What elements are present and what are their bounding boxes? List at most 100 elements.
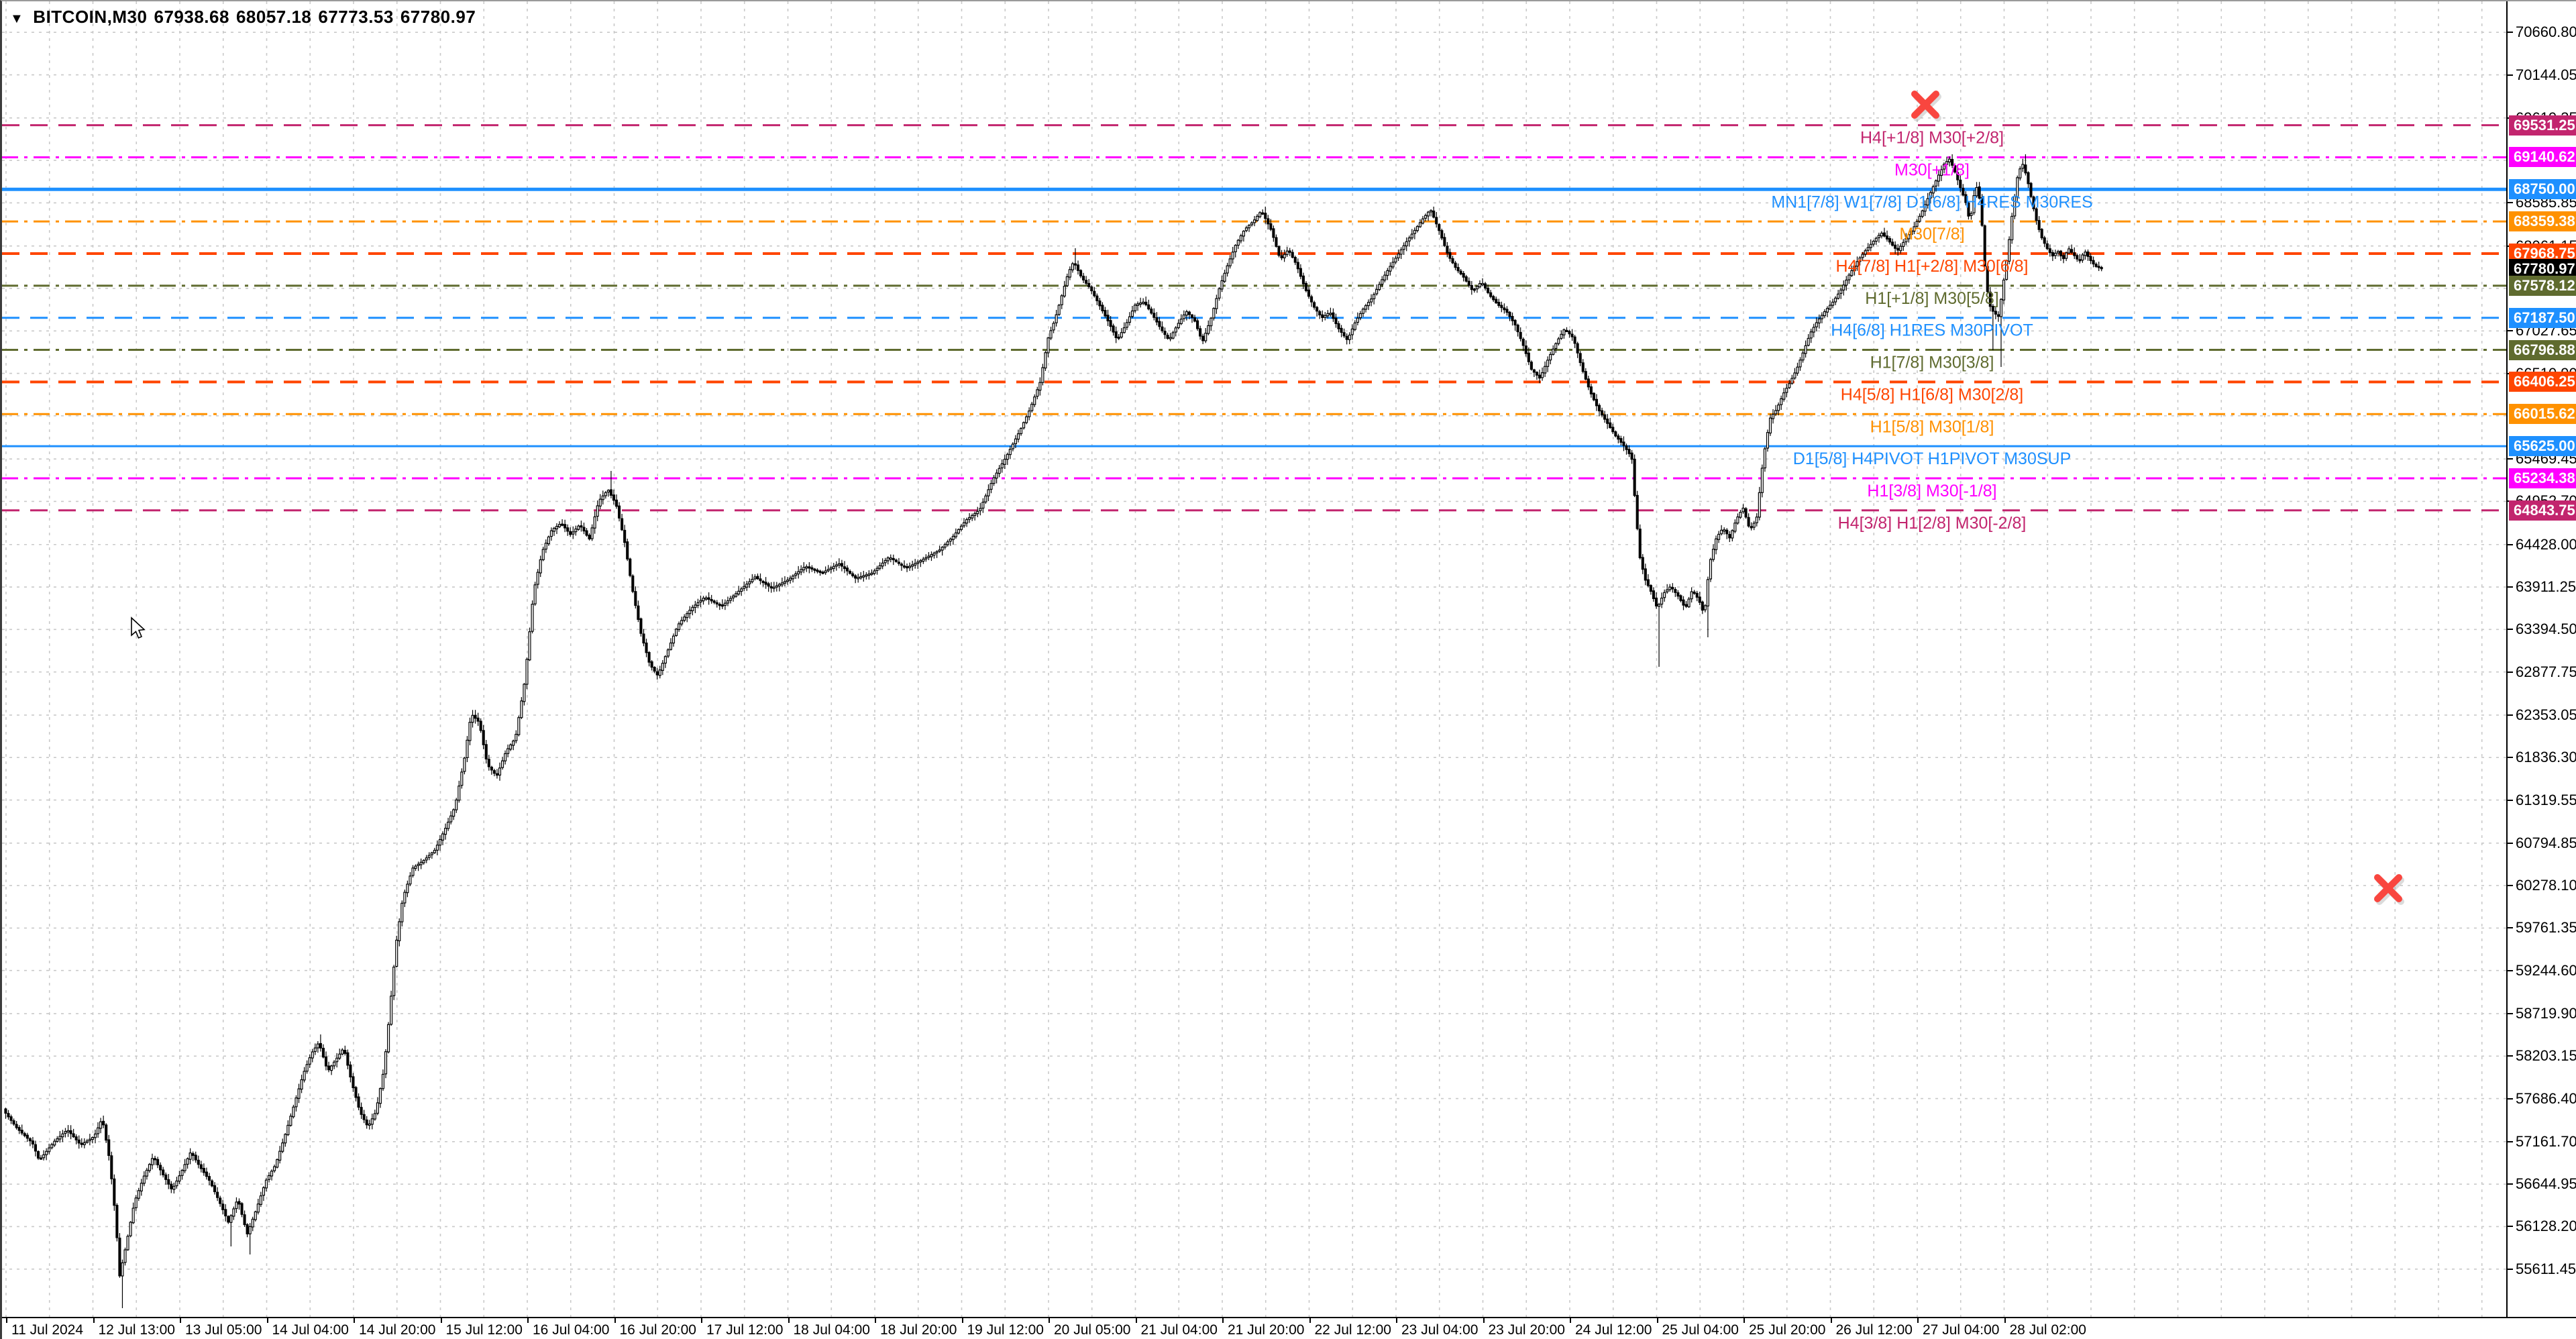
level-label: H4[6/8] H1RES M30PIVOT [1831, 321, 2033, 340]
time-axis[interactable]: 11 Jul 2024 12 Jul 13:00 13 Jul 05:00 14 Ju… [2, 1317, 2576, 1339]
time-tick-mark [701, 1318, 702, 1323]
level-price-badge: 66015.62 [2509, 404, 2576, 425]
time-tick-mark [961, 1318, 963, 1323]
price-tick-mark [2508, 586, 2513, 588]
time-tick-mark [1309, 1318, 1311, 1323]
time-tick-mark [1656, 1318, 1658, 1323]
price-tick-label: 63911.25 [2516, 578, 2576, 596]
red-cross-marker[interactable] [2374, 874, 2404, 905]
symbol-header: ▼ BITCOIN,M30 67938.68 68057.18 67773.53 6778… [10, 7, 482, 28]
level-label: H1[3/8] M30[-1/8] [1867, 482, 1996, 500]
time-tick-label: 24 Jul 12:00 [1575, 1322, 1652, 1338]
time-tick-label: 19 Jul 12:00 [967, 1322, 1044, 1338]
level-label: MN1[7/8] W1[7/8] D1[6/8] H4RES M30RES [1771, 193, 2092, 211]
time-tick-label: 25 Jul 04:00 [1662, 1322, 1739, 1338]
time-tick-mark [788, 1318, 790, 1323]
price-tick-label: 59244.60 [2516, 961, 2576, 979]
level-label: H1[+1/8] M30[5/8] [1865, 289, 1998, 308]
level-price-badge: 67578.12 [2509, 275, 2576, 296]
price-axis[interactable]: 70660.8070144.0569619.3568585.8568061.15… [2506, 1, 2576, 1317]
level-price-badge: 66406.25 [2509, 372, 2576, 392]
price-tick-label: 70144.05 [2516, 66, 2576, 83]
price-tick-label: 58719.90 [2516, 1004, 2576, 1022]
price-tick-label: 61836.30 [2516, 749, 2576, 766]
ohlc-low: 67773.53 [318, 7, 394, 27]
time-tick-mark [527, 1318, 529, 1323]
level-price-badge: 67187.50 [2509, 307, 2576, 328]
time-tick-label: 20 Jul 05:00 [1054, 1322, 1131, 1338]
price-tick-label: 60278.10 [2516, 877, 2576, 894]
level-label: H4[5/8] H1[6/8] M30[2/8] [1841, 385, 2023, 404]
time-tick-mark [440, 1318, 442, 1323]
symbol-label: BITCOIN,M30 [33, 7, 148, 27]
level-label: M30[7/8] [1899, 225, 1964, 244]
time-tick-label: 15 Jul 12:00 [445, 1322, 523, 1338]
murrey-level-labels: H4[+1/8] M30[+2/8] M30[+1/8] MN1[7/8] W1[7… [1771, 129, 2092, 533]
plot-area[interactable]: H4[+1/8] M30[+2/8] M30[+1/8] MN1[7/8] W1[7… [2, 1, 2506, 1317]
mouse-cursor [131, 617, 146, 639]
time-tick-mark [6, 1318, 7, 1323]
time-tick-mark [1830, 1318, 1832, 1323]
level-price-badge: 65625.00 [2509, 436, 2576, 457]
price-tick-mark [2508, 1140, 2513, 1142]
price-tick-mark [2508, 458, 2513, 460]
price-tick-label: 61319.55 [2516, 791, 2576, 808]
level-label: D1[5/8] H4PIVOT H1PIVOT M30SUP [1793, 449, 2072, 468]
collapse-triangle-icon[interactable]: ▼ [10, 11, 24, 26]
time-tick-mark [1917, 1318, 1919, 1323]
time-tick-mark [1135, 1318, 1137, 1323]
level-label: H4[+1/8] M30[+2/8] [1860, 129, 2004, 148]
time-tick-mark [266, 1318, 268, 1323]
price-tick-label: 57686.40 [2516, 1089, 2576, 1107]
time-tick-label: 23 Jul 20:00 [1488, 1322, 1565, 1338]
price-tick-label: 70660.80 [2516, 23, 2576, 41]
price-tick-mark [2508, 927, 2513, 929]
chart-canvas[interactable]: H4[+1/8] M30[+2/8] M30[+1/8] MN1[7/8] W1[7… [2, 1, 2506, 1317]
red-cross-marker[interactable] [1911, 91, 1941, 121]
ohlc-close: 67780.97 [400, 7, 476, 27]
level-price-badge: 68750.00 [2509, 179, 2576, 200]
price-tick-label: 58203.15 [2516, 1047, 2576, 1065]
price-tick-label: 62353.05 [2516, 706, 2576, 723]
price-tick-mark [2508, 969, 2513, 971]
time-tick-label: 23 Jul 04:00 [1401, 1322, 1479, 1338]
time-tick-label: 21 Jul 04:00 [1140, 1322, 1218, 1338]
level-label: H1[5/8] M30[1/8] [1870, 417, 1994, 436]
level-label: H4[7/8] H1[+2/8] M30[6/8] [1836, 257, 2029, 276]
price-tick-mark [2508, 885, 2513, 887]
price-tick-label: 64428.00 [2516, 535, 2576, 553]
level-label: M30[+1/8] [1894, 160, 1970, 179]
price-tick-label: 62877.75 [2516, 663, 2576, 680]
time-tick-mark [1222, 1318, 1224, 1323]
price-tick-label: 59761.35 [2516, 919, 2576, 936]
price-tick-mark [2508, 671, 2513, 673]
time-tick-mark [875, 1318, 876, 1323]
price-tick-label: 56644.95 [2516, 1175, 2576, 1193]
time-tick-label: 17 Jul 12:00 [706, 1322, 784, 1338]
price-tick-mark [2508, 799, 2513, 801]
time-tick-mark [354, 1318, 355, 1323]
time-tick-label: 28 Jul 02:00 [2009, 1322, 2086, 1338]
price-tick-mark [2508, 629, 2513, 631]
ohlc-high: 68057.18 [235, 7, 312, 27]
time-tick-label: 27 Jul 04:00 [1923, 1322, 2000, 1338]
price-tick-label: 60794.85 [2516, 834, 2576, 851]
time-tick-label: 26 Jul 12:00 [1835, 1322, 1913, 1338]
time-tick-mark [1049, 1318, 1050, 1323]
time-tick-label: 21 Jul 20:00 [1228, 1322, 1305, 1338]
price-tick-label: 56128.20 [2516, 1218, 2576, 1235]
price-tick-mark [2508, 842, 2513, 844]
time-tick-mark [2004, 1318, 2006, 1323]
time-tick-label: 13 Jul 05:00 [185, 1322, 262, 1338]
time-tick-mark [1396, 1318, 1397, 1323]
time-tick-mark [1483, 1318, 1485, 1323]
price-tick-label: 57161.70 [2516, 1132, 2576, 1150]
ohlc-open: 67938.68 [154, 7, 229, 27]
level-price-badge: 64843.75 [2509, 500, 2576, 521]
time-tick-label: 16 Jul 04:00 [533, 1322, 610, 1338]
time-tick-mark [1743, 1318, 1745, 1323]
time-tick-mark [180, 1318, 181, 1323]
price-tick-mark [2508, 74, 2513, 76]
price-tick-mark [2508, 714, 2513, 716]
